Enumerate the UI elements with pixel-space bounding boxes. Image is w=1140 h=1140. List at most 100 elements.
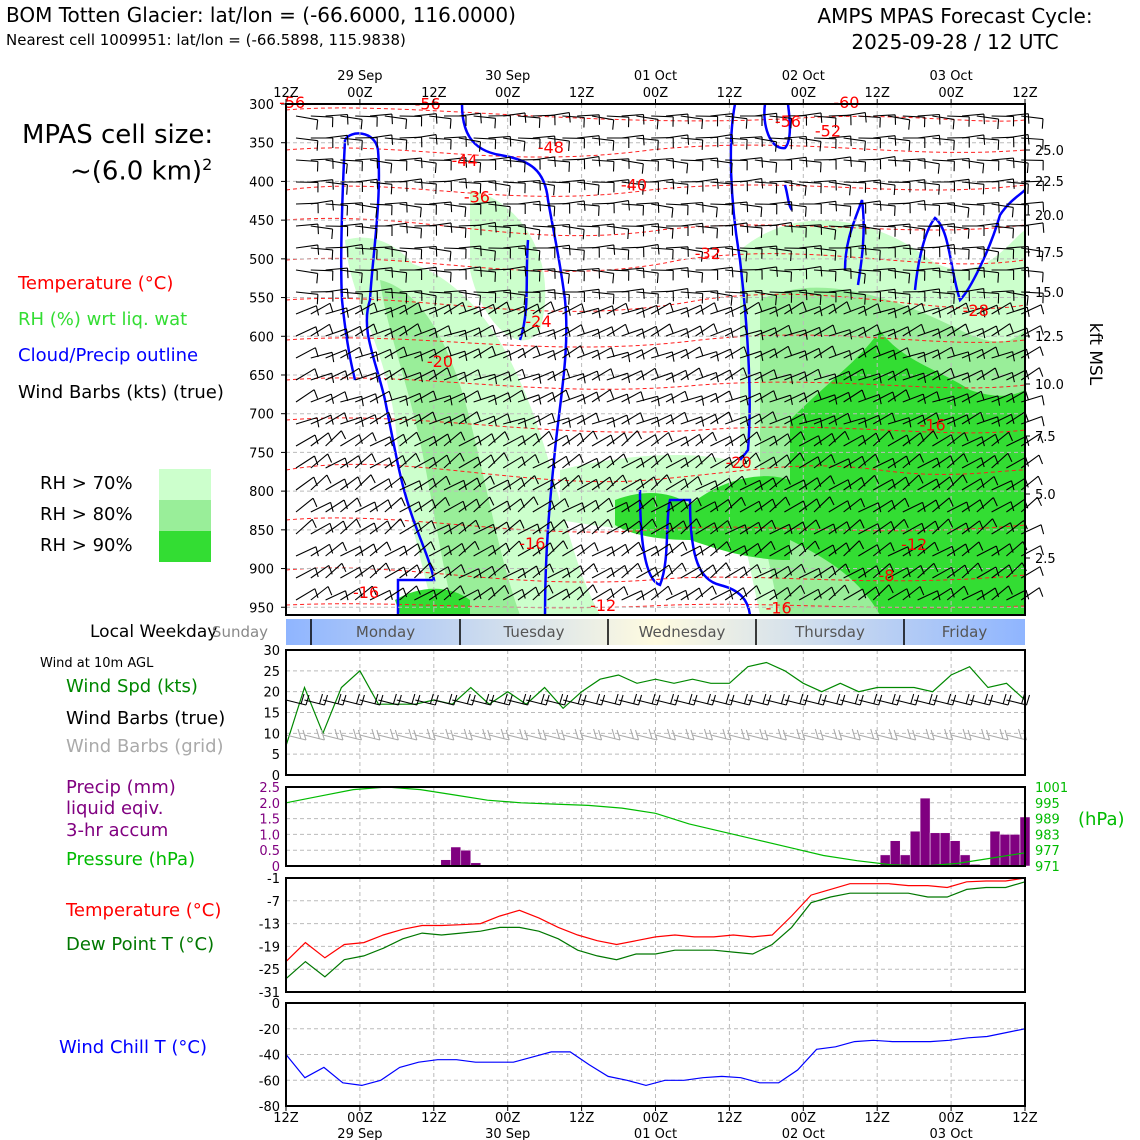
wind-barb xyxy=(576,412,600,425)
wind-barb xyxy=(503,305,527,317)
wind-barb xyxy=(799,203,822,214)
wind-barb xyxy=(547,347,571,359)
wind-barb xyxy=(636,395,660,407)
wind-speed-label: Wind Spd (kts) xyxy=(66,676,198,697)
wind-barb xyxy=(532,135,556,147)
wind-barb xyxy=(710,589,734,601)
wind-barb xyxy=(414,390,438,403)
wind-barb xyxy=(902,302,926,315)
wind-barb xyxy=(680,476,703,491)
wind-barb xyxy=(976,433,1000,447)
wind-barb xyxy=(680,247,704,262)
wind-speed-tick-label: 0 xyxy=(272,769,280,784)
wind-barb xyxy=(991,371,1015,383)
wind-barb xyxy=(384,367,408,381)
wind-barb xyxy=(873,307,897,319)
wind-barb xyxy=(725,159,748,171)
wind-barb xyxy=(310,302,334,315)
wind-barb xyxy=(452,693,476,706)
wind-barb xyxy=(606,323,630,337)
wind-barb xyxy=(473,303,497,315)
wind-barb xyxy=(429,415,453,427)
wind-barb xyxy=(547,181,571,193)
wind-barb xyxy=(725,201,749,213)
wind-barb xyxy=(384,269,408,283)
wind-barb xyxy=(310,269,334,281)
top-date-label: 30 Sep xyxy=(485,69,530,84)
wind-panel-frame xyxy=(285,649,1026,776)
wind-barb xyxy=(917,328,941,339)
wind-barb xyxy=(665,390,689,403)
wind-speed-tick-label: 20 xyxy=(263,686,280,701)
temp-contour xyxy=(285,293,1026,312)
wind-barb xyxy=(902,179,926,190)
wind-barb xyxy=(295,305,320,316)
wind-barb xyxy=(739,585,761,601)
wind-barb xyxy=(655,728,677,741)
top-time-tick: 12Z xyxy=(421,86,447,101)
wind-barb xyxy=(473,373,498,385)
wind-barb xyxy=(887,455,911,469)
wind-barb xyxy=(354,585,377,601)
pressure-tick-label: 977 xyxy=(1035,844,1060,859)
wind-barb xyxy=(917,203,941,216)
wind-barb xyxy=(429,115,452,129)
wind-barb xyxy=(310,158,334,169)
wind-barbs-true-label: Wind Barbs (true) xyxy=(66,708,226,729)
height-tick-label: 5.0 xyxy=(1035,488,1056,503)
cloud-outline xyxy=(343,132,436,615)
wind-barb xyxy=(769,247,792,262)
wind-barb xyxy=(369,134,394,145)
wind-barb xyxy=(813,303,837,315)
wind-barb xyxy=(384,291,408,304)
wind-barb xyxy=(813,159,837,170)
wind-barb xyxy=(784,521,807,535)
wind-barb xyxy=(651,372,675,383)
wind-barb xyxy=(517,565,541,579)
wind-barb xyxy=(341,693,365,706)
weekday-label-monday: Monday xyxy=(356,623,415,641)
wind-barb xyxy=(428,325,452,337)
wind-barb xyxy=(488,350,512,361)
legend-cloud: Cloud/Precip outline xyxy=(18,345,199,366)
pressure-tick-label: 600 xyxy=(249,330,274,345)
wind-barb xyxy=(369,499,393,513)
wind-barb xyxy=(843,181,867,193)
wind-barb xyxy=(517,247,541,261)
wind-barb xyxy=(680,222,704,234)
wind-barb xyxy=(473,475,495,491)
wind-barb xyxy=(946,543,970,557)
wind-barb xyxy=(887,434,911,447)
wind-barb xyxy=(754,245,778,257)
wind-barb xyxy=(503,224,527,235)
wind-barb xyxy=(470,728,492,741)
wind-barb xyxy=(354,453,377,469)
wind-barb xyxy=(591,497,614,513)
wind-barb xyxy=(310,522,334,535)
wind-barb xyxy=(636,202,660,213)
wind-barb xyxy=(650,414,675,425)
wind-barb xyxy=(828,412,852,425)
wind-barb xyxy=(932,346,956,359)
wind-barb xyxy=(650,522,674,535)
wind-barb xyxy=(606,269,630,281)
wind-barb-field xyxy=(295,112,1045,601)
wind-barb xyxy=(369,589,393,601)
wind-barb xyxy=(310,501,334,513)
wind-barb xyxy=(680,137,704,150)
wind-barb xyxy=(828,563,851,579)
height-tick-label: 22.5 xyxy=(1035,175,1064,190)
wind-barb xyxy=(828,268,852,279)
bottom-date-label: 02 Oct xyxy=(782,1127,825,1140)
wind-barb xyxy=(414,456,438,469)
wind-barb xyxy=(488,301,511,315)
wind-barb xyxy=(828,156,852,167)
wind-barb xyxy=(562,523,586,535)
bottom-time-tick: 12Z xyxy=(717,1111,743,1126)
wind-barb xyxy=(961,390,985,403)
wind-barb xyxy=(1006,728,1028,741)
wind-speed-tick-label: 25 xyxy=(263,665,280,680)
wind-barb xyxy=(473,201,497,212)
wind-barb xyxy=(887,417,912,428)
wind-barb xyxy=(369,457,393,469)
